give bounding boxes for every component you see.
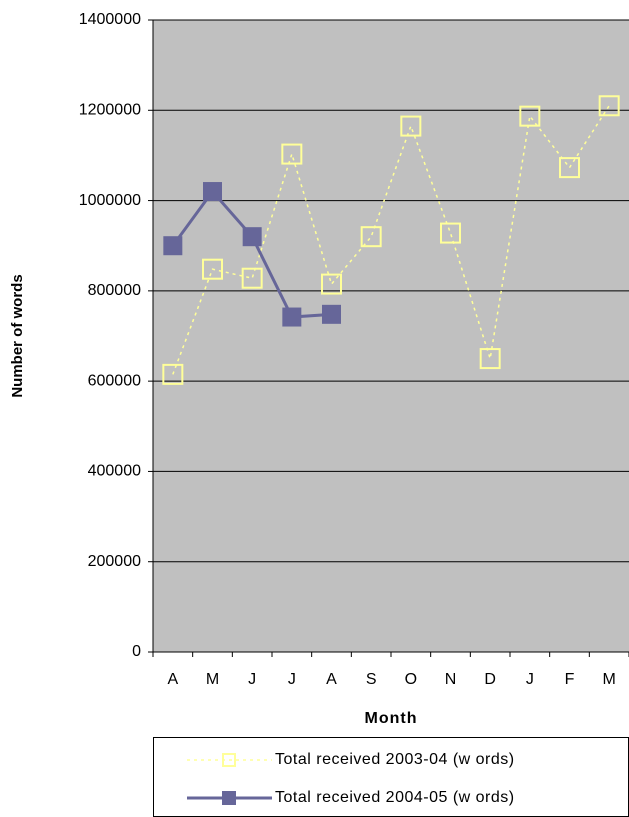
x-tick-label: M: [206, 671, 219, 688]
data-point: [281, 143, 303, 165]
data-point: [282, 307, 302, 327]
data-point: [598, 95, 620, 117]
data-point: [162, 363, 184, 385]
data-point: [519, 105, 541, 127]
x-axis-title: Month: [365, 710, 418, 727]
x-tick-label: N: [445, 671, 457, 688]
data-point: [163, 236, 183, 256]
y-tick-label: 1200000: [79, 102, 141, 119]
y-tick-label: 0: [132, 643, 141, 660]
x-tick-label: J: [248, 671, 256, 688]
data-point: [203, 182, 222, 202]
y-tick-label: 1000000: [79, 192, 141, 209]
x-tick-label: J: [288, 671, 296, 688]
x-tick-label: S: [366, 671, 377, 688]
y-tick-label: 400000: [88, 463, 141, 480]
x-tick-label: J: [526, 671, 534, 688]
legend-label: Total received 2003-04 (w ords): [275, 751, 515, 768]
y-tick-label: 1400000: [79, 11, 141, 28]
y-tick-label: 800000: [88, 282, 141, 299]
data-point: [202, 258, 223, 280]
y-tick-label: 600000: [88, 372, 141, 389]
data-point: [440, 222, 461, 244]
y-axis-title: Number of words: [9, 274, 26, 397]
legend-marker: [222, 791, 236, 805]
data-point: [400, 115, 422, 137]
x-tick-label: F: [565, 671, 575, 688]
y-tick-label: 200000: [88, 553, 141, 570]
x-tick-label: A: [167, 671, 178, 688]
data-point: [479, 348, 501, 370]
x-tick-label: M: [603, 671, 616, 688]
data-point: [360, 226, 382, 248]
x-tick-label: A: [326, 671, 337, 688]
legend-marker: [222, 753, 236, 767]
data-point: [322, 304, 341, 324]
data-point: [559, 157, 580, 179]
plot-area: [153, 20, 629, 652]
x-tick-label: O: [405, 671, 417, 688]
data-point: [241, 267, 263, 289]
data-point: [321, 273, 342, 295]
x-tick-label: D: [484, 671, 496, 688]
legend-label: Total received 2004-05 (w ords): [275, 789, 515, 806]
data-point: [242, 227, 262, 247]
